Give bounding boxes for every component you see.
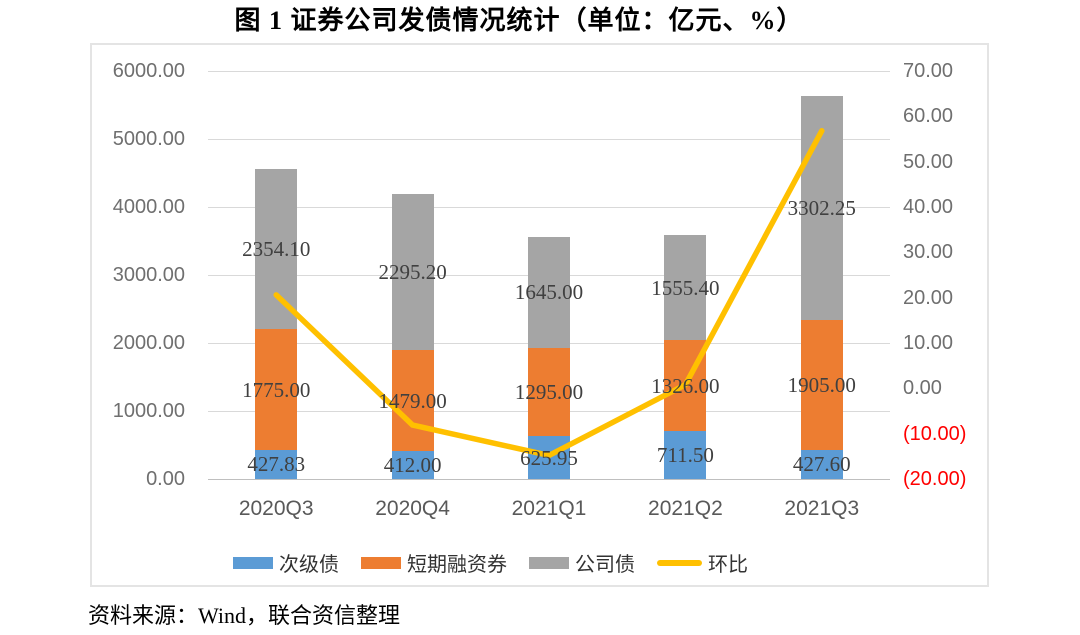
- bar-value-label: 1645.00: [514, 280, 584, 305]
- chart-title: 图 1 证券公司发债情况统计（单位：亿元、%）: [234, 6, 804, 35]
- left-axis-tick: 0.00: [146, 468, 185, 490]
- left-axis-tick: 4000.00: [112, 196, 185, 218]
- legend-label: 环比: [708, 554, 748, 576]
- bar-value-label: 1326.00: [651, 373, 720, 398]
- bar-value-label: 3302.25: [787, 196, 856, 221]
- bar-value-label: 1905.00: [787, 373, 856, 398]
- legend-color-swatch: [233, 556, 273, 569]
- legend-item: 环比: [657, 548, 748, 577]
- left-axis-tick: 6000.00: [112, 60, 185, 82]
- legend-label: 公司债: [575, 554, 635, 576]
- legend-label: 短期融资券: [407, 554, 507, 576]
- right-axis-tick: 10.00: [903, 332, 954, 354]
- legend-item: 短期融资券: [361, 548, 507, 577]
- legend: 次级债 短期融资券 公司债 环比: [233, 548, 748, 577]
- right-axis-tick: 40.00: [903, 196, 954, 218]
- left-axis-tick: 1000.00: [112, 400, 185, 422]
- x-axis-label: 2020Q3: [238, 497, 314, 520]
- bar-value-label: 2295.20: [378, 260, 447, 285]
- right-axis-tick: 50.00: [903, 150, 954, 173]
- x-axis-label: 2021Q2: [648, 497, 723, 520]
- gridline: [208, 478, 890, 480]
- bar-value-label: 427.83: [247, 452, 306, 477]
- left-axis-tick: 3000.00: [112, 264, 185, 286]
- right-axis-tick: 20.00: [903, 286, 954, 309]
- bar-value-label: 2354.10: [242, 237, 311, 262]
- bar-value-label: 427.60: [792, 452, 851, 477]
- gridline: [208, 138, 890, 140]
- right-axis-tick: 30.00: [903, 241, 954, 264]
- left-axis-tick: 5000.00: [112, 128, 185, 150]
- bar-value-label: 711.50: [656, 442, 714, 467]
- x-axis-label: 2021Q1: [511, 497, 587, 520]
- x-axis-label: 2021Q3: [784, 497, 860, 520]
- legend-color-swatch: [361, 556, 401, 569]
- legend-item: 公司债: [529, 548, 635, 577]
- bar-value-label: 1295.00: [514, 380, 584, 405]
- bar-value-label: 412.00: [383, 452, 442, 477]
- left-axis-tick: 2000.00: [112, 332, 185, 354]
- legend-item: 次级债: [233, 548, 339, 577]
- bar-value-label: 1479.00: [378, 388, 447, 413]
- x-axis-label: 2020Q4: [375, 497, 450, 520]
- right-axis-tick: 70.00: [903, 60, 954, 82]
- bar-value-label: 625.95: [520, 445, 578, 470]
- gridline: [208, 70, 890, 72]
- right-axis-tick: (10.00): [903, 422, 967, 445]
- legend-label: 次级债: [279, 554, 339, 576]
- right-axis-tick: (20.00): [903, 468, 967, 490]
- legend-line-swatch: [657, 559, 702, 566]
- bar-value-label: 1775.00: [242, 377, 311, 402]
- source-note: 资料来源：Wind，联合资信整理: [88, 603, 400, 628]
- bar-value-label: 1555.40: [651, 275, 720, 300]
- right-axis-tick: 60.00: [903, 105, 954, 128]
- legend-color-swatch: [529, 556, 569, 569]
- right-axis-tick: 0.00: [903, 377, 942, 400]
